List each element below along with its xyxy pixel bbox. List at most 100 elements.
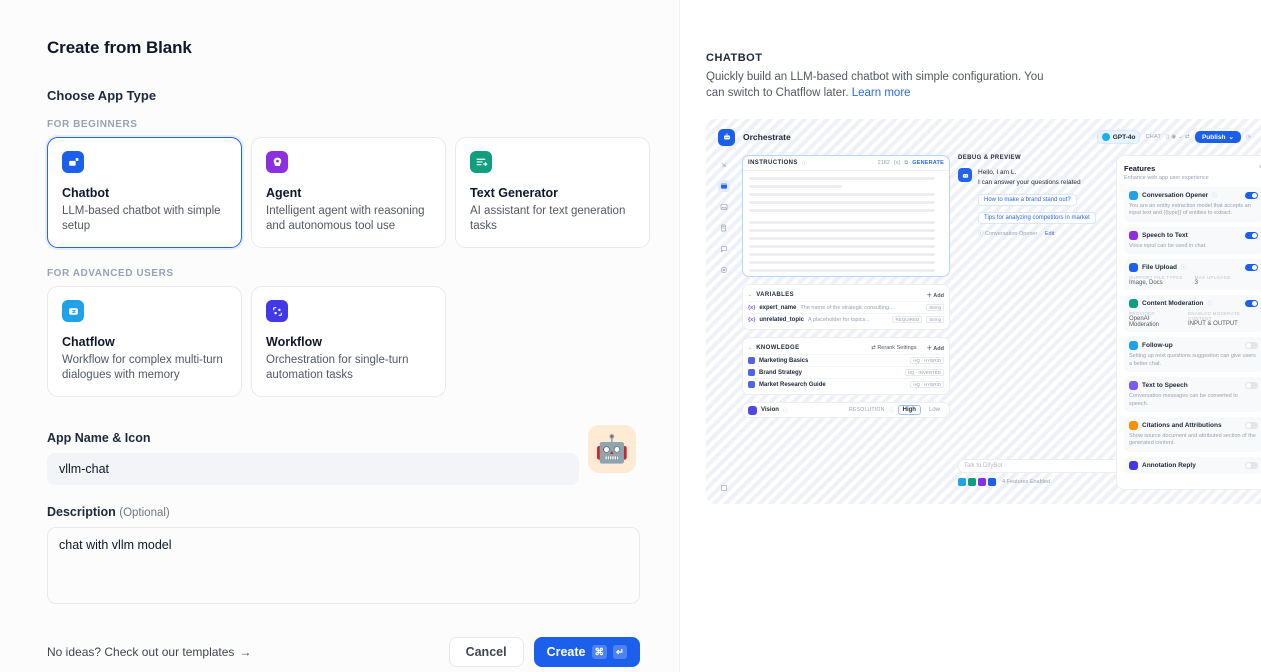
mock-features-subtitle: Enhance web app user experience: [1124, 175, 1209, 181]
footer-buttons: Cancel Create ⌘ ↵: [448, 637, 640, 668]
mock-edit-opener-button[interactable]: Edit: [1044, 230, 1055, 237]
app-type-card-text-generator[interactable]: Text Generator AI assistant for text gen…: [455, 137, 650, 249]
feature-chip-icon: [978, 478, 986, 486]
variable-insert-icon[interactable]: {x}: [893, 160, 901, 166]
templates-link[interactable]: No ideas? Check out our templates →: [47, 645, 251, 659]
feature-name: Citations and Attributions: [1142, 421, 1222, 429]
info-icon[interactable]: ⓘ: [801, 160, 807, 167]
feature-toggle[interactable]: [1245, 264, 1258, 272]
arrow-right-icon: →: [239, 645, 252, 660]
feature-kv-row: SUPPORT FILE TYPES Image, Docs MAX UPLOA…: [1129, 275, 1258, 286]
mock-model-name: GPT-4o: [1112, 133, 1136, 141]
feature-item-conversation-opener[interactable]: Conversation Opener ⓘ You are an entity …: [1124, 187, 1261, 222]
info-icon[interactable]: ⓘ: [782, 407, 788, 414]
variable-desc: A placeholder for topics...: [808, 316, 870, 323]
info-icon[interactable]: ⓘ: [1212, 193, 1218, 199]
mock-knowledge-row[interactable]: Market Research Guide HQ · HYBRID: [748, 378, 944, 390]
feature-toggle[interactable]: [1245, 192, 1258, 199]
mock-suggestion-chip[interactable]: Tips for analyzing competitors in market: [978, 211, 1096, 224]
mock-model-selector[interactable]: GPT-4o: [1096, 130, 1141, 144]
mock-knowledge-add-button[interactable]: ＋ Add: [926, 346, 944, 352]
templates-link-text: No ideas? Check out our templates: [47, 645, 235, 660]
feature-item-annotation-reply[interactable]: Annotation Reply: [1124, 456, 1261, 474]
sidebar-item-annotations-icon[interactable]: [718, 243, 730, 255]
mock-variables-panel: ⌄ VARIABLES ＋ Add {x} expert_name The na…: [742, 284, 950, 330]
sidebar-item-gallery-icon[interactable]: [718, 201, 730, 213]
mock-topbar-right: GPT-4o CHAT ▯ ◉ ⌄ ⇄ Publish ⌄ ◷: [1096, 130, 1261, 144]
variable-key-icon: {x}: [748, 304, 756, 311]
mock-chat-input-area: Talk to DifyBot 4 Features Enabled: [958, 459, 1136, 486]
app-name-input[interactable]: [47, 453, 579, 486]
feature-toggle[interactable]: [1245, 300, 1258, 308]
chevron-down-icon[interactable]: ⌄: [748, 345, 753, 351]
sidebar-item-shrink-icon[interactable]: ⇲: [720, 162, 727, 169]
app-icon-picker[interactable]: 🤖: [588, 425, 636, 474]
mock-variable-row[interactable]: {x} unrelated_topic A placeholder for to…: [748, 313, 944, 325]
preview-description-text: Quickly build an LLM-based chatbot with …: [706, 71, 1044, 99]
chevron-down-icon[interactable]: ⌄: [748, 292, 753, 298]
sidebar-item-logs-icon[interactable]: [718, 222, 730, 234]
mock-variables-add-button[interactable]: ＋ Add: [926, 293, 944, 299]
mock-publish-button[interactable]: Publish ⌄: [1194, 131, 1241, 143]
mock-rerank-settings-button[interactable]: ⇄ Rerank Settings: [871, 345, 917, 351]
feature-item-text-to-speech[interactable]: Text to Speech Conversation messages can…: [1124, 377, 1261, 412]
sidebar-item-orchestrate-icon[interactable]: [717, 180, 730, 192]
copy-icon[interactable]: ⧉: [904, 159, 909, 166]
mock-vision-label: Vision: [761, 407, 779, 413]
feature-toggle[interactable]: [1245, 342, 1258, 350]
description-textarea[interactable]: [47, 527, 640, 605]
feature-item-file-upload[interactable]: File Upload ⓘ SUPPORT FILE TYPES Image, …: [1124, 259, 1261, 291]
variable-type: String: [926, 304, 944, 311]
feature-kv-value: INPUT & OUTPUT: [1187, 321, 1238, 328]
feature-toggle[interactable]: [1245, 382, 1258, 390]
variable-required-tag: REQUIRED: [892, 316, 923, 323]
learn-more-link[interactable]: Learn more: [851, 86, 911, 99]
feature-kv-key: MAX UPLOADS: [1194, 275, 1231, 281]
variable-name: expert_name: [759, 304, 797, 311]
info-icon[interactable]: ⓘ: [1181, 265, 1187, 272]
info-icon[interactable]: ⓘ: [1207, 301, 1213, 308]
feature-item-citations-attributions[interactable]: Citations and Attributions Show source d…: [1124, 416, 1261, 452]
mock-generate-button[interactable]: GENERATE: [912, 160, 944, 166]
app-type-card-chatbot[interactable]: Chatbot LLM-based chatbot with simple se…: [47, 137, 242, 249]
sidebar-item-settings-icon[interactable]: [718, 264, 730, 276]
close-icon[interactable]: ×: [1259, 164, 1261, 171]
robot-emoji-icon: 🤖: [595, 433, 629, 464]
history-icon[interactable]: ◷: [1245, 134, 1251, 140]
sidebar-item-collapse-icon[interactable]: [718, 482, 730, 494]
cancel-button[interactable]: Cancel: [448, 637, 524, 668]
feature-item-speech-to-text[interactable]: Speech to Text Voice input can be used i…: [1124, 226, 1261, 255]
feature-name: Annotation Reply: [1142, 461, 1196, 469]
app-type-card-workflow[interactable]: Workflow Orchestration for single-turn a…: [251, 286, 446, 398]
card-title: Text Generator: [470, 186, 558, 200]
mock-orchestrate-column: INSTRUCTIONS ⓘ 2182 {x} ⧉ GENERATE: [742, 155, 950, 418]
feature-desc: Show source document and attributed sect…: [1129, 432, 1256, 447]
create-button[interactable]: Create ⌘ ↵: [533, 637, 640, 668]
preview-panel: CHATBOT Quickly build an LLM-based chatb…: [679, 0, 1261, 672]
mock-knowledge-row[interactable]: Marketing Basics HQ · HYBRID: [748, 354, 944, 366]
resolution-high-button[interactable]: High: [897, 405, 921, 415]
resolution-low-button[interactable]: Low: [928, 407, 940, 413]
app-type-card-agent[interactable]: Agent Intelligent agent with reasoning a…: [251, 137, 446, 249]
speech-to-text-icon: [1129, 230, 1138, 240]
vision-icon: [748, 405, 757, 415]
kbd-cmd-icon: ⌘: [591, 645, 607, 660]
feature-item-content-moderation[interactable]: Content Moderation ⓘ PROVIDER OpenAI Mod…: [1124, 295, 1261, 333]
mock-variable-row[interactable]: {x} expert_name The name of the strategi…: [748, 301, 944, 313]
mock-greeting-line2: I can answer your questions related: [978, 178, 1081, 186]
mock-suggestion-chip[interactable]: How to make a brand stand out?: [978, 193, 1077, 206]
feature-toggle[interactable]: [1245, 421, 1258, 429]
mock-chat-input[interactable]: Talk to DifyBot: [958, 459, 1136, 473]
add-label: Add: [933, 293, 944, 299]
app-type-card-chatflow[interactable]: Chatflow Workflow for complex multi-turn…: [47, 286, 242, 398]
mock-chat-placeholder: Talk to DifyBot: [964, 463, 1003, 469]
mock-knowledge-row[interactable]: Brand Strategy HQ · INVERTED: [748, 366, 944, 378]
feature-item-follow-up[interactable]: Follow-up Setting up next questions sugg…: [1124, 337, 1261, 373]
description-optional-text: (Optional): [119, 507, 170, 520]
info-icon[interactable]: ⓘ: [888, 407, 894, 414]
feature-toggle[interactable]: [1245, 231, 1258, 239]
feature-kv-key: ENABLED MODERATE CONTENT: [1187, 311, 1241, 322]
feature-toggle[interactable]: [1245, 461, 1258, 469]
mock-features-panel: × Features Enhance web app user experien…: [1116, 155, 1261, 490]
